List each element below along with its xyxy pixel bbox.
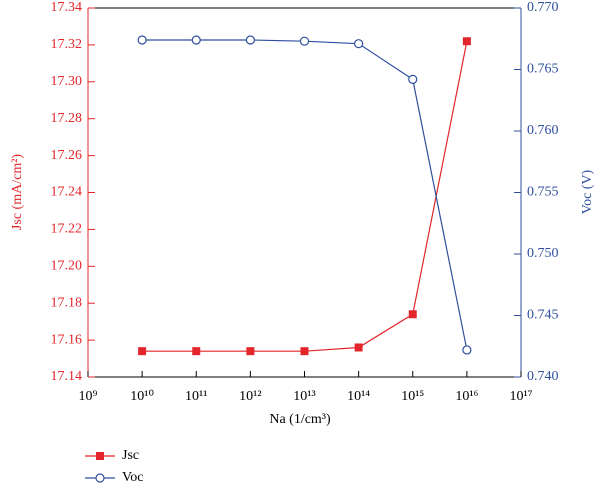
- y-tick-label: 17.30: [51, 74, 83, 89]
- point: [191, 35, 201, 45]
- point: [408, 74, 418, 84]
- point: [192, 347, 201, 356]
- y2-axis-label: Voc (V): [580, 169, 595, 214]
- x-tick-label: 10¹¹: [185, 389, 207, 404]
- x-tick-label: 10¹³: [293, 389, 315, 404]
- x-tick-label: 10¹⁵: [401, 389, 424, 404]
- x-tick-label: 10¹⁶: [455, 389, 478, 404]
- x-tick-label: 10¹⁰: [130, 389, 154, 404]
- y-tick-label: 17.18: [51, 295, 83, 310]
- y2-tick-label: 0.745: [527, 308, 559, 323]
- y2-tick-label: 0.765: [527, 62, 559, 77]
- y2-tick-label: 0.770: [527, 0, 559, 15]
- x-tick-label: 10⁹: [79, 389, 98, 404]
- legend-marker: [96, 452, 104, 460]
- series-line: [142, 39, 468, 351]
- y2-tick-label: 0.750: [527, 246, 559, 261]
- legend-marker: [95, 473, 105, 483]
- x-tick-label: 10¹⁴: [347, 389, 370, 404]
- y-tick-label: 17.14: [51, 369, 83, 384]
- x-axis-label: Na (1/cm³): [269, 412, 331, 427]
- y-tick-label: 17.32: [51, 37, 83, 52]
- y-tick-label: 17.16: [51, 332, 83, 347]
- point: [299, 36, 310, 46]
- point: [408, 310, 417, 319]
- point: [246, 347, 255, 356]
- series-line: [142, 41, 468, 352]
- y-tick-label: 17.24: [51, 185, 83, 200]
- y-tick-label: 17.26: [51, 148, 83, 163]
- y-tick-label: 17.20: [51, 259, 83, 274]
- y2-tick-label: 0.760: [527, 123, 559, 138]
- point: [462, 37, 471, 46]
- point: [245, 35, 255, 45]
- point: [137, 35, 147, 45]
- y-axis-label: Jsc (mA/cm²): [10, 154, 25, 230]
- point: [138, 347, 147, 356]
- y-tick-label: 17.28: [51, 111, 83, 126]
- y2-tick-label: 0.755: [527, 185, 559, 200]
- point: [354, 343, 363, 352]
- point: [462, 345, 472, 355]
- y2-tick-label: 0.740: [527, 369, 559, 384]
- x-tick-label: 10¹²: [239, 389, 261, 404]
- y-tick-label: 17.34: [51, 0, 83, 15]
- legend-label: Voc: [122, 470, 144, 485]
- point: [354, 39, 364, 49]
- point: [300, 347, 309, 356]
- y-tick-label: 17.22: [51, 222, 83, 237]
- legend-label: Jsc: [122, 448, 139, 463]
- x-tick-label: 10¹⁷: [509, 389, 532, 404]
